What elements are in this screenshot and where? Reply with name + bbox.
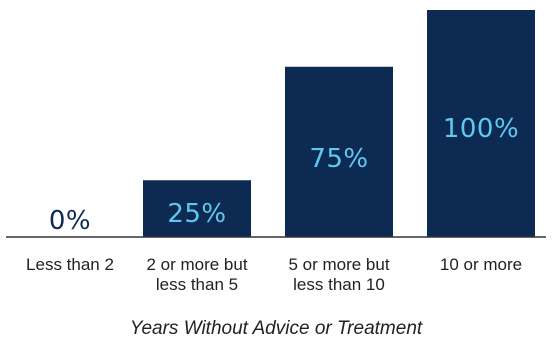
category-label-1-line-1: less than 5 xyxy=(156,275,238,294)
bars xyxy=(143,10,535,237)
category-label-1: 2 or more but less than 5 xyxy=(146,255,247,294)
category-label-1-line-0: 2 or more but xyxy=(146,255,247,274)
x-axis-title: Years Without Advice or Treatment xyxy=(130,318,423,339)
bar-1 xyxy=(143,180,251,237)
category-label-2: 5 or more but less than 10 xyxy=(288,255,389,294)
category-label-3: 10 or more xyxy=(440,255,522,274)
bar-3 xyxy=(427,10,535,237)
value-label-1: 25% xyxy=(167,199,226,229)
value-label-2: 75% xyxy=(309,144,368,174)
category-label-0: Less than 2 xyxy=(26,255,114,274)
value-label-3: 100% xyxy=(443,114,519,144)
value-label-0: 0% xyxy=(49,206,91,236)
category-label-2-line-1: less than 10 xyxy=(293,275,385,294)
category-labels: Less than 2 2 or more but less than 5 5 or … xyxy=(26,255,522,294)
category-label-3-line-0: 10 or more xyxy=(440,255,522,274)
bar-2 xyxy=(285,66,393,237)
category-label-2-line-0: 5 or more but xyxy=(288,255,389,274)
value-labels: 0% 25% 75% 100% xyxy=(49,114,519,236)
category-label-0-line-0: Less than 2 xyxy=(26,255,114,274)
